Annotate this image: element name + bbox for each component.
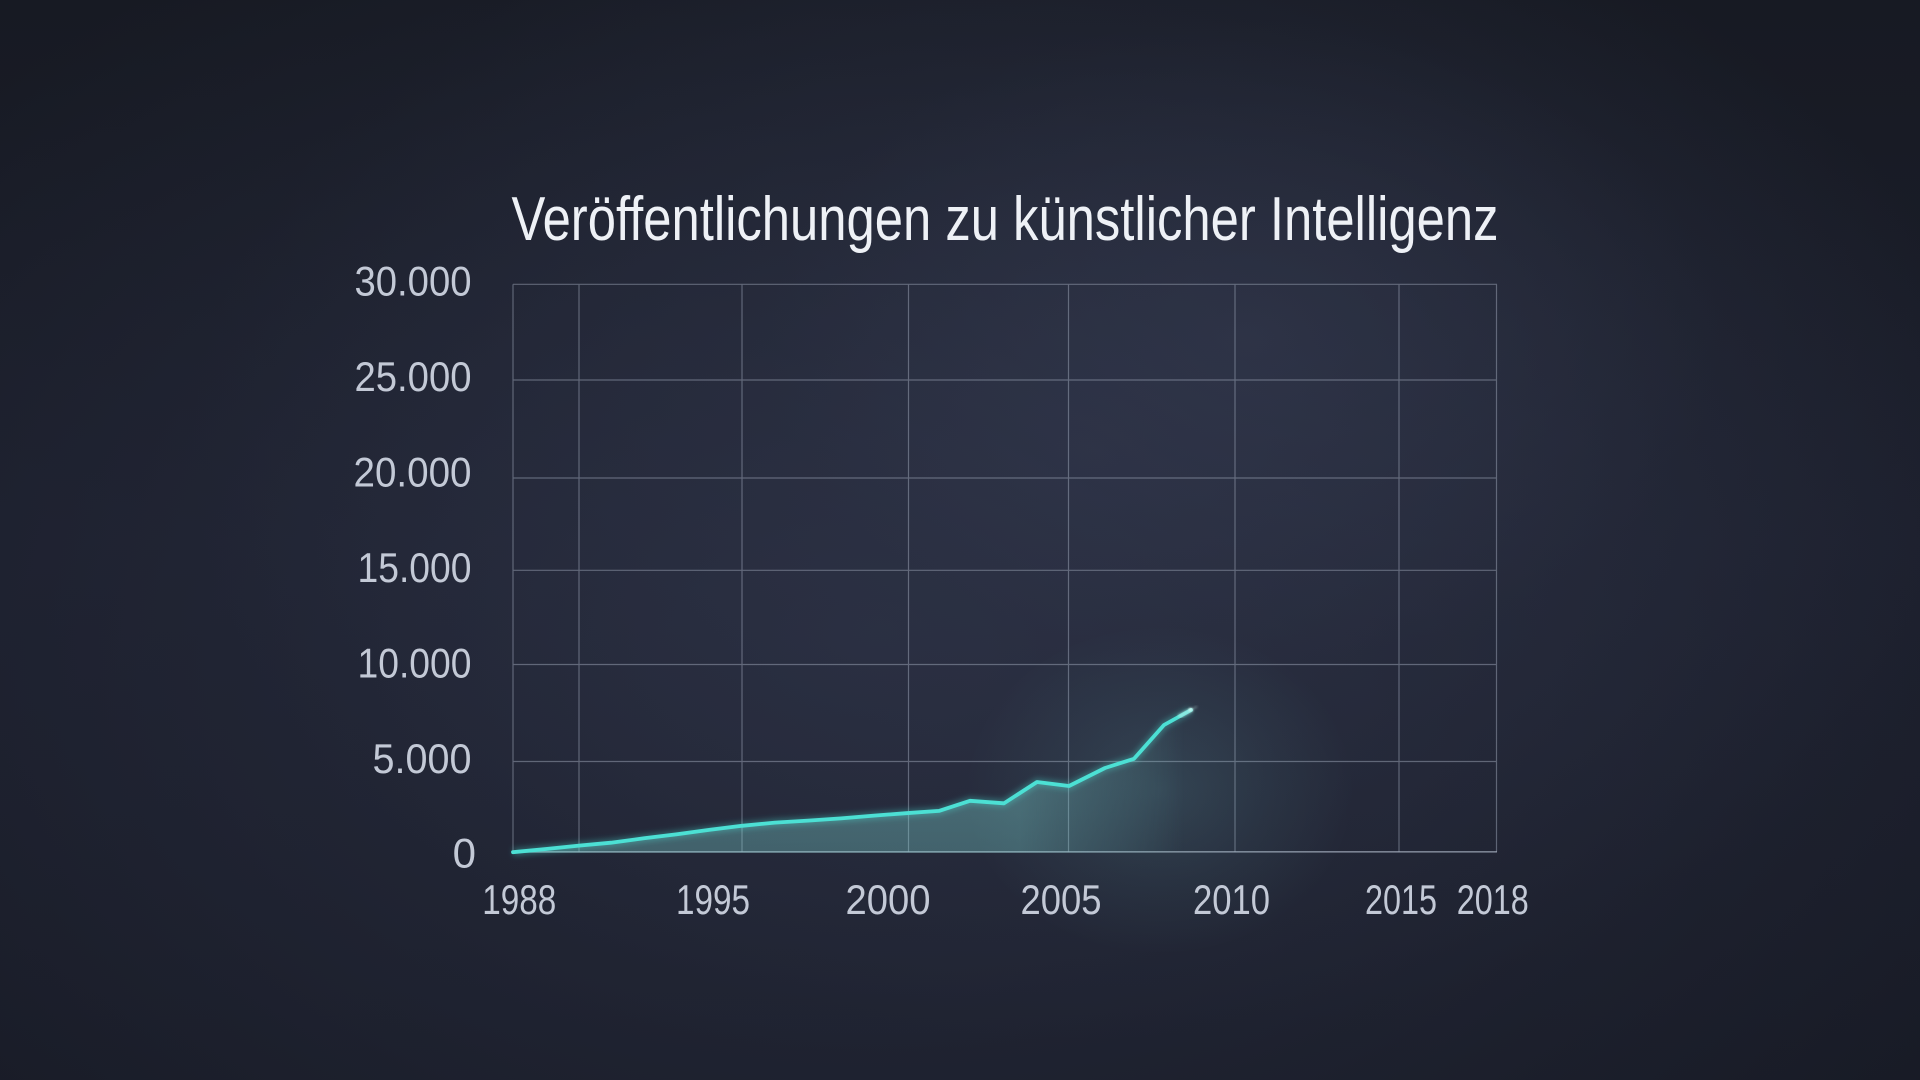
svg-text:2005: 2005 xyxy=(1021,876,1102,923)
svg-text:5.000: 5.000 xyxy=(373,735,472,782)
svg-text:2010: 2010 xyxy=(1193,876,1270,923)
svg-text:15.000: 15.000 xyxy=(358,544,472,591)
svg-text:0: 0 xyxy=(453,829,476,876)
svg-text:25.000: 25.000 xyxy=(355,353,472,400)
svg-text:10.000: 10.000 xyxy=(358,640,472,687)
svg-text:2000: 2000 xyxy=(846,876,931,923)
svg-text:Veröffentlichungen zu künstlic: Veröffentlichungen zu künstlicher Intell… xyxy=(512,185,1499,254)
svg-text:20.000: 20.000 xyxy=(354,449,472,496)
svg-text:30.000: 30.000 xyxy=(355,257,472,304)
svg-text:1995: 1995 xyxy=(676,876,750,923)
svg-text:2018: 2018 xyxy=(1457,876,1529,923)
svg-text:1988: 1988 xyxy=(482,876,556,923)
svg-text:2015: 2015 xyxy=(1365,876,1437,923)
